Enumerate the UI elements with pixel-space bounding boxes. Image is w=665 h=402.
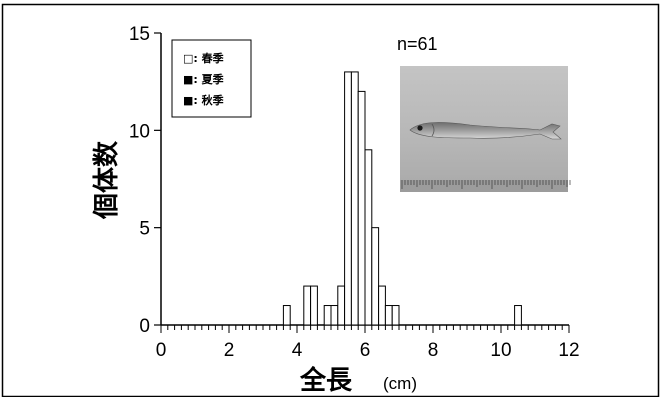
photo-ruler xyxy=(400,180,568,192)
histogram-bar xyxy=(364,149,373,326)
histogram-bar xyxy=(384,305,393,326)
legend-item-spring: □: 春季 xyxy=(183,51,225,65)
sample-size-label: n=61 xyxy=(397,34,438,54)
fish-eye xyxy=(417,125,423,131)
legend-item-autumn: ■: 秋季 xyxy=(183,93,225,107)
x-tick-label: 8 xyxy=(428,340,439,361)
x-tick-label: 0 xyxy=(156,340,167,361)
histogram-bar xyxy=(378,285,386,326)
photo-ruler-ticks xyxy=(401,180,571,189)
x-tick-label: 10 xyxy=(490,340,511,361)
x-axis-unit: (cm) xyxy=(383,374,417,393)
histogram-bar xyxy=(350,71,359,326)
histogram-bar xyxy=(357,90,366,326)
histogram-bar xyxy=(371,227,380,326)
histogram-bar xyxy=(310,285,318,326)
histogram-bar xyxy=(303,285,312,326)
y-tick-label: 15 xyxy=(129,24,150,45)
legend: □: 春季 ■: 夏季 ■: 秋季 xyxy=(171,39,252,118)
legend-box xyxy=(171,39,252,118)
x-tick-labels: 0 2 4 6 8 10 12 xyxy=(156,340,580,361)
histogram-bar xyxy=(330,305,339,326)
histogram-bar xyxy=(337,285,346,326)
y-axis-label: 個体数 xyxy=(92,140,122,220)
fish-photo-icon xyxy=(400,66,571,192)
fish-gill xyxy=(431,123,435,137)
y-tick-label: 10 xyxy=(129,121,150,142)
histogram-bar xyxy=(514,305,522,326)
y-tick-label: 5 xyxy=(139,219,150,240)
histogram-bar xyxy=(282,305,291,326)
fish-body xyxy=(409,122,562,140)
histogram-bar xyxy=(323,305,332,326)
x-tick-label: 2 xyxy=(224,340,235,361)
x-tick-label: 12 xyxy=(558,340,579,361)
x-tick-label: 4 xyxy=(292,340,303,361)
y-tick-labels: 0 5 10 15 xyxy=(129,24,150,337)
histogram-bar xyxy=(344,71,352,326)
y-tick-label: 0 xyxy=(139,316,150,337)
x-tick-label: 6 xyxy=(360,340,371,361)
histogram-bar xyxy=(391,305,400,326)
legend-item-summer: ■: 夏季 xyxy=(183,72,225,86)
bars xyxy=(282,71,522,326)
x-axis-label: 全長 xyxy=(299,365,353,396)
